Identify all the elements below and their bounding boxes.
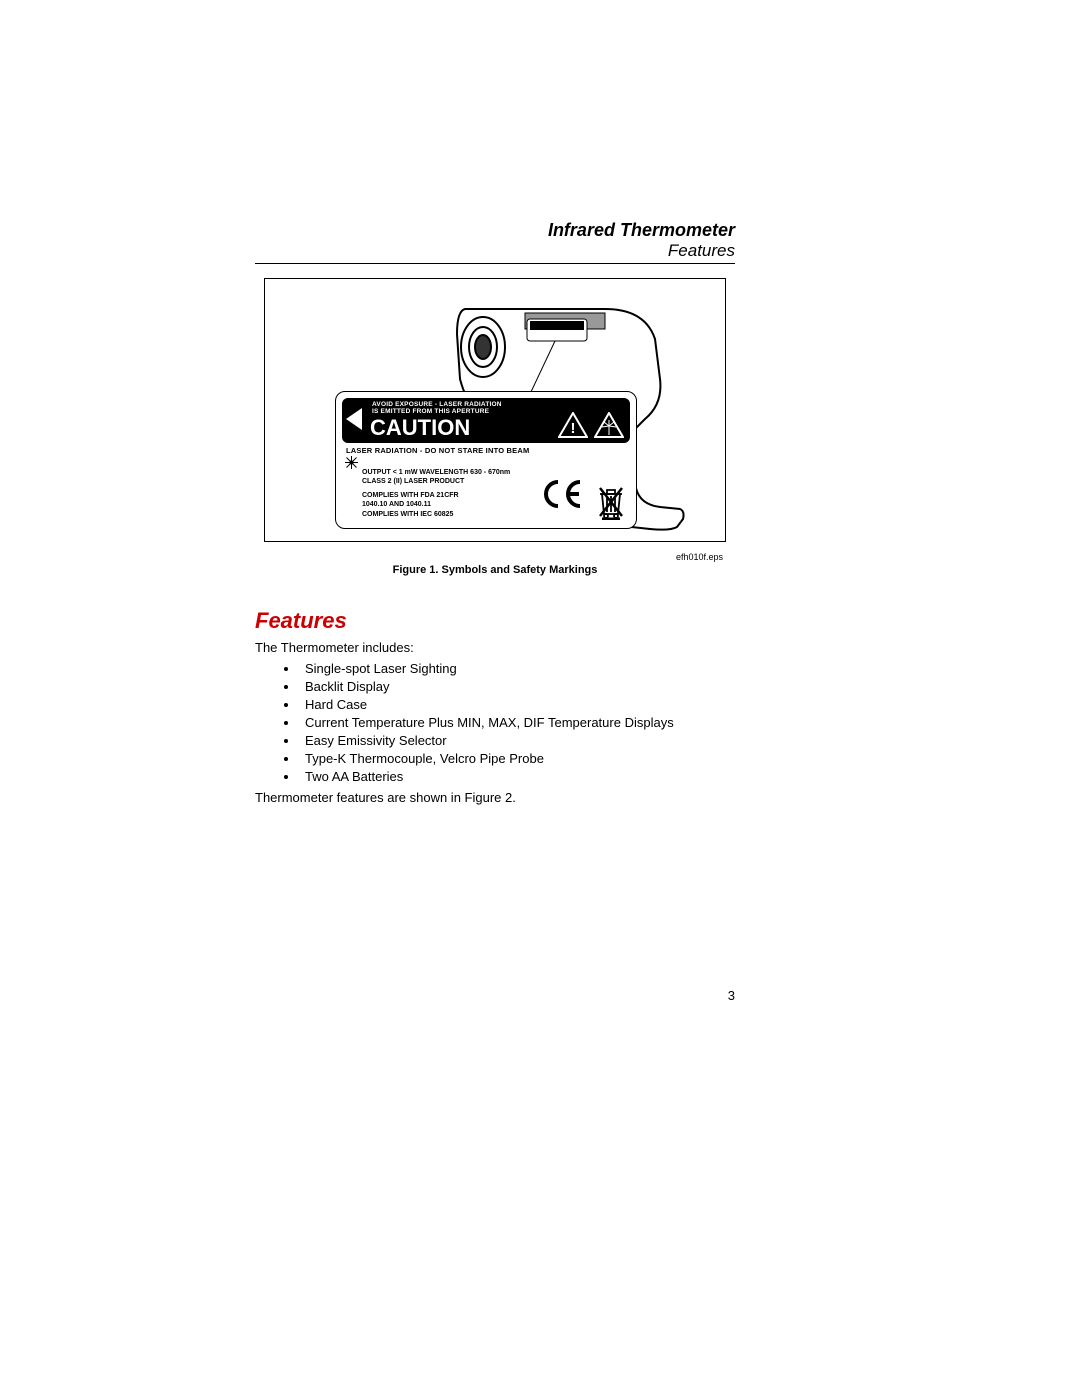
list-item: Type-K Thermocouple, Velcro Pipe Probe bbox=[299, 751, 735, 766]
eps-filename: efh010f.eps bbox=[676, 552, 723, 562]
list-item: Two AA Batteries bbox=[299, 769, 735, 784]
spec-fda2: 1040.10 AND 1040.11 bbox=[362, 500, 532, 509]
arrow-left-icon bbox=[346, 408, 362, 430]
features-heading: Features bbox=[255, 608, 735, 634]
warning-triangle-icon: ! bbox=[558, 412, 588, 438]
svg-text:!: ! bbox=[571, 420, 576, 437]
figure-caption: Figure 1. Symbols and Safety Markings bbox=[255, 564, 735, 576]
spec-class: CLASS 2 (II) LASER PRODUCT bbox=[362, 477, 532, 486]
caution-black-band: AVOID EXPOSURE - LASER RADIATION IS EMIT… bbox=[342, 398, 630, 443]
document-page: Infrared Thermometer Features bbox=[255, 220, 735, 805]
features-closing: Thermometer features are shown in Figure… bbox=[255, 790, 735, 805]
laser-warning-line: LASER RADIATION - DO NOT STARE INTO BEAM bbox=[346, 446, 529, 455]
ce-mark-icon bbox=[542, 478, 586, 518]
features-intro: The Thermometer includes: bbox=[255, 640, 735, 655]
spec-output: OUTPUT < 1 mW WAVELENGTH 630 - 670nm bbox=[362, 468, 532, 477]
page-number: 3 bbox=[728, 988, 735, 1003]
list-item: Current Temperature Plus MIN, MAX, DIF T… bbox=[299, 715, 735, 730]
spec-block: OUTPUT < 1 mW WAVELENGTH 630 - 670nm CLA… bbox=[362, 468, 532, 519]
weee-bin-icon bbox=[596, 484, 626, 520]
header-subtitle: Features bbox=[255, 241, 735, 261]
spec-fda1: COMPLIES WITH FDA 21CFR bbox=[362, 491, 532, 500]
spec-iec: COMPLIES WITH IEC 60825 bbox=[362, 510, 532, 519]
header-title: Infrared Thermometer bbox=[255, 220, 735, 241]
list-item: Hard Case bbox=[299, 697, 735, 712]
caution-label-card: AVOID EXPOSURE - LASER RADIATION IS EMIT… bbox=[335, 391, 637, 529]
list-item: Backlit Display bbox=[299, 679, 735, 694]
list-item: Easy Emissivity Selector bbox=[299, 733, 735, 748]
avoid-line1: AVOID EXPOSURE - LASER RADIATION bbox=[372, 401, 502, 408]
features-list: Single-spot Laser Sighting Backlit Displ… bbox=[255, 661, 735, 784]
starburst-icon bbox=[345, 456, 358, 472]
laser-triangle-icon bbox=[594, 412, 624, 438]
list-item: Single-spot Laser Sighting bbox=[299, 661, 735, 676]
figure-box: AVOID EXPOSURE - LASER RADIATION IS EMIT… bbox=[264, 278, 726, 542]
page-header: Infrared Thermometer Features bbox=[255, 220, 735, 264]
